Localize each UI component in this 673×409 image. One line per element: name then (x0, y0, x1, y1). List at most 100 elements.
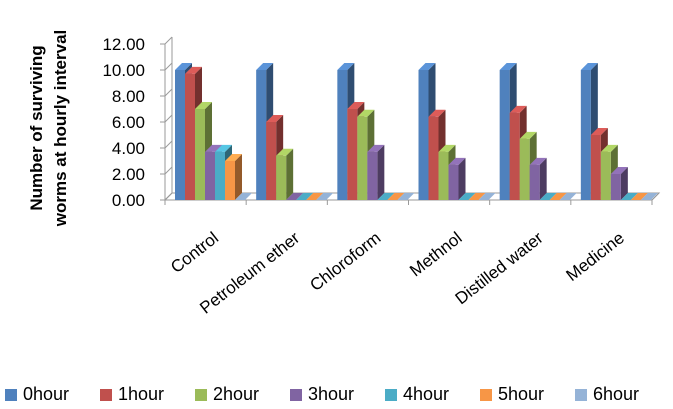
bar-top (580, 63, 598, 70)
bar (266, 122, 277, 200)
y-tick-label: 0.00 (112, 191, 145, 210)
bar-top (499, 63, 517, 70)
bar (215, 151, 225, 200)
bar (580, 70, 591, 200)
bar-side (620, 167, 628, 200)
bar (235, 193, 252, 200)
y-tick-label: 2.00 (112, 165, 145, 184)
legend-label: 6hour (593, 384, 639, 404)
bar (306, 193, 324, 200)
y-tick-depth (164, 36, 173, 45)
y-tick-label: 10.00 (102, 61, 145, 80)
bar (610, 174, 621, 200)
bar-top (225, 154, 242, 161)
bar-top (266, 115, 284, 122)
bar-top (367, 144, 385, 152)
y-tick-label: 8.00 (112, 87, 145, 106)
y-tick-depth (164, 88, 173, 97)
bar-side (377, 144, 385, 200)
bar (539, 193, 557, 200)
x-category-label: Medicine (563, 228, 628, 285)
bar (347, 109, 358, 200)
bar (296, 193, 314, 200)
bar (448, 164, 459, 200)
bar-top (256, 63, 274, 70)
bar (205, 151, 215, 200)
bar-top (175, 63, 192, 70)
bar (418, 70, 429, 200)
bar (549, 193, 567, 200)
legend-swatch (290, 389, 302, 401)
bar (458, 193, 476, 200)
legend-swatch (5, 389, 17, 401)
legend-label: 0hour (23, 384, 69, 404)
bar-top (215, 144, 232, 152)
bar-top (600, 144, 618, 152)
bar (499, 70, 510, 200)
bar-side (458, 157, 466, 200)
bar-top (185, 66, 202, 74)
y-axis-title: Number of surviving (27, 45, 46, 210)
bar-side (235, 154, 242, 200)
y-tick-depth (164, 192, 173, 201)
bar-top (195, 102, 212, 109)
bar-top (205, 144, 222, 152)
legend-label: 5hour (498, 384, 544, 404)
bar-top (347, 102, 365, 109)
bar (256, 70, 267, 200)
bar-top (610, 167, 628, 174)
bar-top (337, 63, 355, 70)
bar-side (539, 157, 547, 200)
bar (428, 116, 439, 200)
bar-top (418, 63, 436, 70)
y-tick-depth (164, 166, 173, 175)
bar-top (276, 148, 294, 156)
bar (225, 161, 235, 200)
bar (276, 155, 287, 200)
bar-top (509, 105, 527, 113)
bar (519, 138, 530, 200)
bar-top (357, 109, 375, 117)
x-category-label: Methnol (406, 228, 465, 280)
x-category-label: Chloroform (306, 228, 384, 295)
bar (377, 193, 395, 200)
bar (620, 193, 638, 200)
legend-label: 3hour (308, 384, 354, 404)
bar (286, 193, 304, 200)
bar (630, 193, 648, 200)
legend-swatch (100, 389, 112, 401)
bar (185, 73, 195, 200)
bar (175, 70, 185, 200)
axis-corner-right (651, 192, 660, 201)
y-tick-depth (164, 62, 173, 71)
bar-side (286, 148, 294, 200)
bar (397, 193, 415, 200)
y-tick-label: 4.00 (112, 139, 145, 158)
bar (337, 70, 348, 200)
bar-top (438, 144, 456, 152)
y-tick-depth (164, 114, 173, 123)
bar (316, 193, 334, 200)
y-axis-title: worms at hourly interval (51, 30, 70, 228)
bar-top (529, 157, 547, 165)
y-tick-depth (164, 140, 173, 149)
y-tick-label: 12.00 (102, 35, 145, 54)
x-category-label: Distilled water (452, 228, 547, 308)
bar (367, 151, 378, 200)
bar (387, 193, 405, 200)
bar-top (428, 109, 446, 117)
legend-label: 1hour (118, 384, 164, 404)
legend-swatch (480, 389, 492, 401)
legend-label: 4hour (403, 384, 449, 404)
bar (600, 151, 611, 200)
x-category-label: Control (167, 228, 222, 277)
bar (559, 193, 577, 200)
legend-swatch (385, 389, 397, 401)
bar (468, 193, 486, 200)
bar-top (519, 131, 537, 139)
legend-label: 2hour (213, 384, 259, 404)
bar-top (590, 128, 608, 135)
bar (640, 193, 658, 200)
bar (195, 109, 205, 200)
